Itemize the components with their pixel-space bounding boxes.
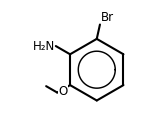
Text: O: O (58, 85, 68, 98)
Text: H₂N: H₂N (33, 40, 55, 53)
Text: Br: Br (100, 11, 114, 24)
